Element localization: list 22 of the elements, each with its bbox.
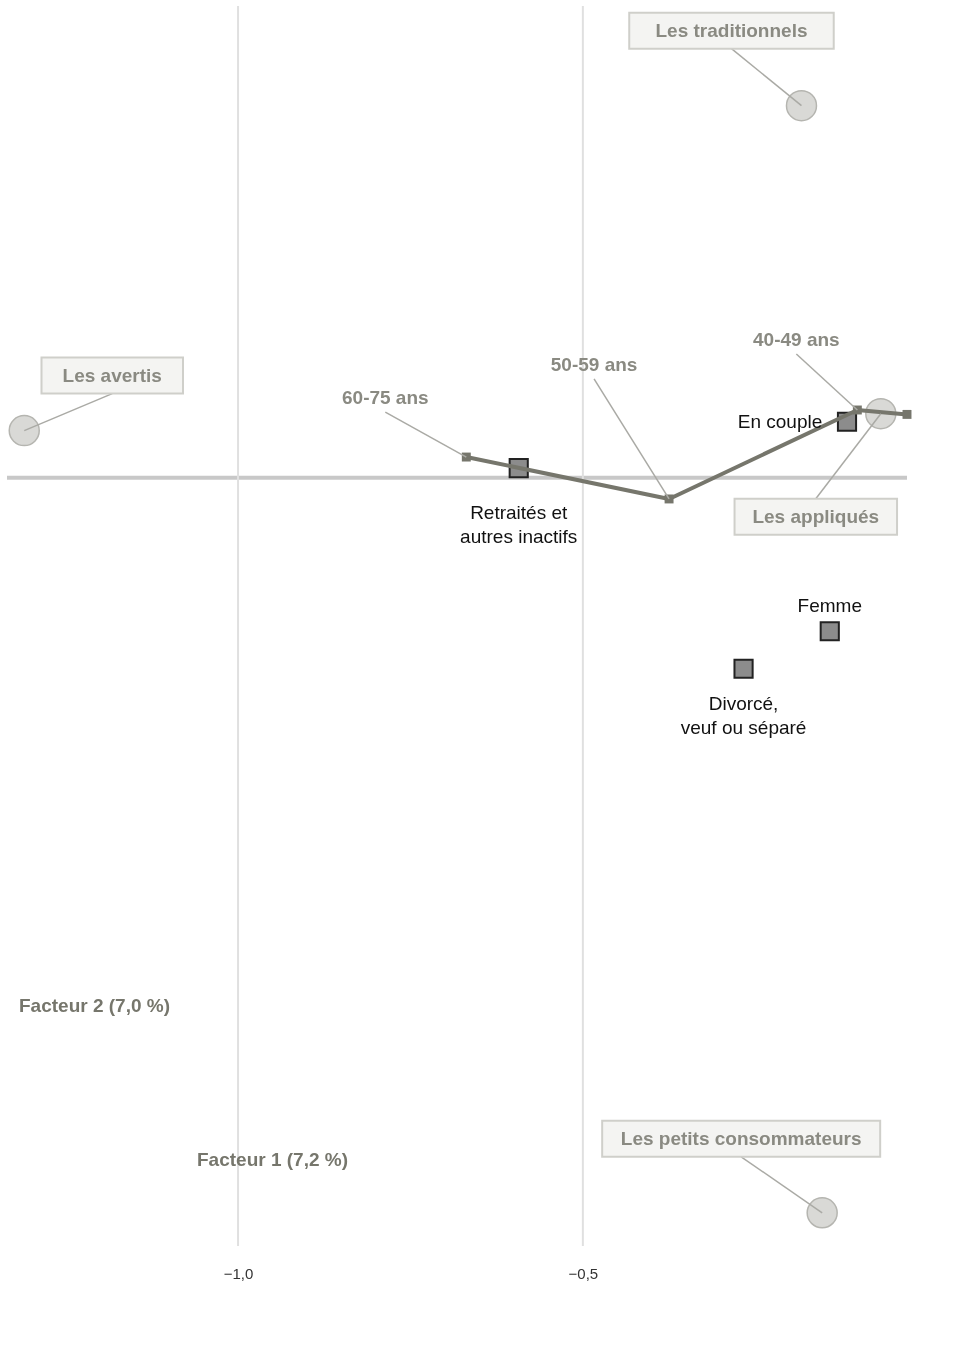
annotation: En couple (737, 410, 823, 432)
annotation: Les petits consommateurs (620, 1127, 862, 1149)
x-tick-label: −1,0 (223, 1264, 254, 1282)
annotation: 60-75 ans (342, 387, 429, 409)
annotation: 50-59 ans (550, 353, 638, 375)
point (733, 658, 754, 679)
point (902, 409, 912, 419)
annotation: Les traditionnels (655, 19, 808, 41)
y-axis-title: Facteur 2 (7,0 %) (19, 995, 170, 1016)
annotation: 40-49 ans (753, 329, 840, 350)
annotation: Femme (797, 595, 862, 617)
point (785, 89, 818, 122)
point (819, 621, 840, 642)
point (461, 452, 471, 462)
annotation: Les avertis (62, 364, 162, 386)
x-tick-label: −0,5 (568, 1264, 599, 1282)
annotation: Les appliqués (752, 505, 880, 527)
annotation: Divorcé, veuf ou séparé (680, 692, 807, 738)
point (806, 1197, 838, 1229)
point (8, 414, 40, 447)
x-axis-title: Facteur 1 (7,2 %) (197, 1149, 348, 1170)
annotation: Retraités et autres inactifs (460, 502, 578, 548)
